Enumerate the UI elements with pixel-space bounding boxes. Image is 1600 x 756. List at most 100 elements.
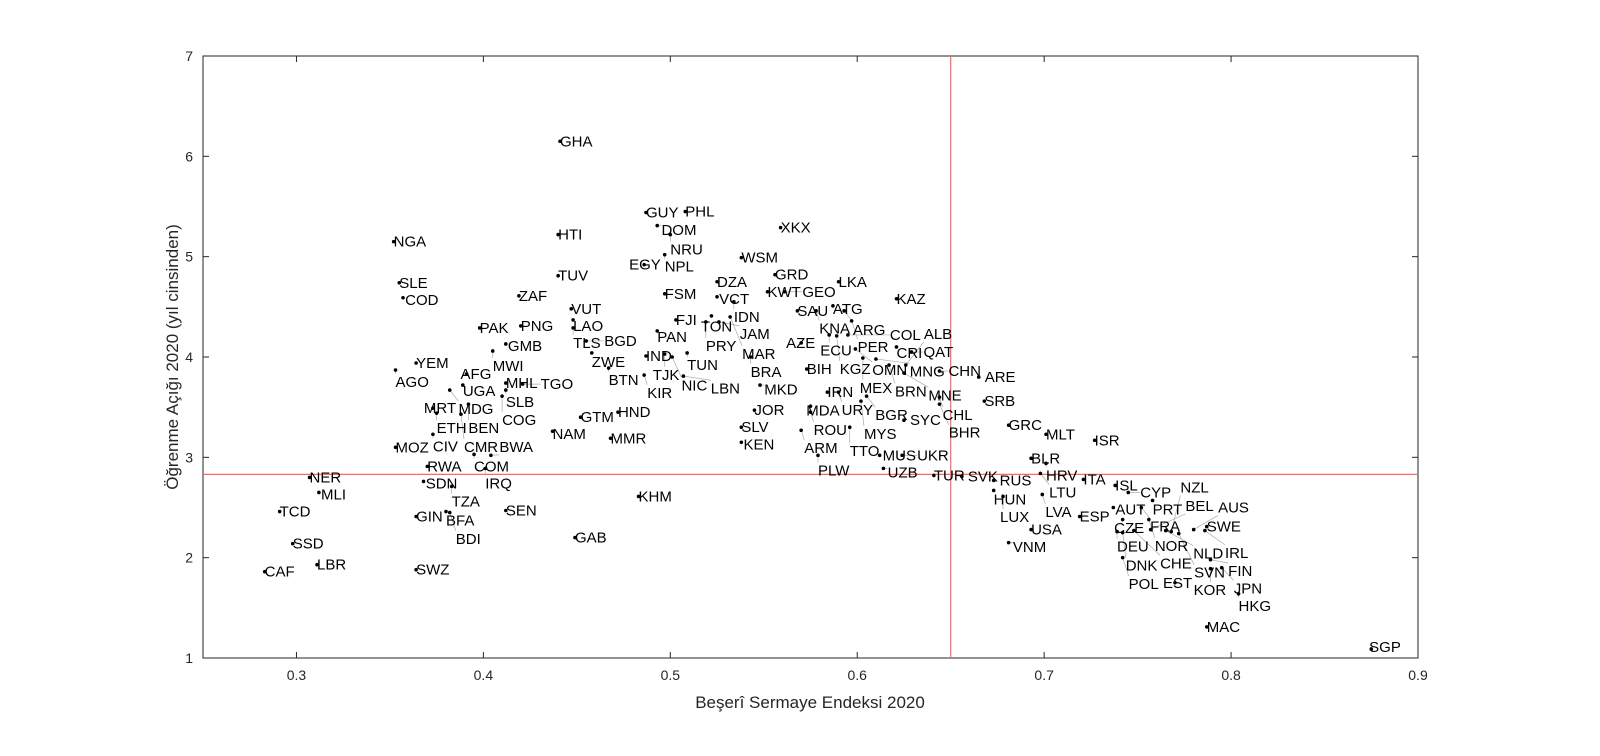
leader-line bbox=[449, 512, 457, 531]
data-point-marker bbox=[1236, 591, 1241, 596]
data-point-label: KAZ bbox=[896, 291, 925, 308]
data-point-marker bbox=[483, 466, 488, 471]
data-point-label: BFA bbox=[446, 513, 474, 530]
data-point-marker bbox=[571, 326, 575, 330]
data-point-marker bbox=[782, 289, 787, 294]
leader-line bbox=[1204, 530, 1226, 546]
data-point-marker bbox=[636, 494, 641, 499]
data-point-label: ZAF bbox=[519, 288, 547, 305]
data-point-marker bbox=[765, 289, 770, 294]
data-point-label: LVA bbox=[1045, 504, 1071, 521]
data-point-label: BDI bbox=[456, 531, 481, 548]
data-point-marker bbox=[937, 395, 942, 399]
data-point-marker bbox=[861, 356, 865, 360]
data-point-marker bbox=[1077, 514, 1082, 519]
data-point-label: DOM bbox=[661, 222, 696, 239]
data-point-marker bbox=[739, 255, 744, 260]
data-point-marker bbox=[556, 232, 560, 237]
data-point-label: ESP bbox=[1080, 509, 1110, 526]
data-point-marker bbox=[1176, 531, 1181, 536]
data-point-marker bbox=[489, 453, 493, 458]
data-point-label: RWA bbox=[427, 458, 461, 475]
data-point-marker bbox=[894, 345, 899, 349]
data-point-marker bbox=[715, 279, 719, 284]
data-point-label: ZWE bbox=[592, 354, 625, 371]
data-point-label: DEU bbox=[1117, 539, 1149, 556]
data-point-marker bbox=[277, 509, 282, 514]
data-point-label: HND bbox=[618, 404, 651, 421]
data-point-marker bbox=[991, 478, 996, 483]
data-point-label: PAN bbox=[657, 329, 687, 346]
leader-line bbox=[1133, 530, 1161, 556]
data-point-marker bbox=[397, 280, 402, 285]
data-point-marker bbox=[1204, 524, 1209, 529]
data-point-marker bbox=[414, 361, 418, 365]
data-point-marker bbox=[447, 510, 452, 515]
data-point-marker bbox=[1044, 432, 1048, 437]
data-point-marker bbox=[668, 232, 673, 237]
data-point-label: HTI bbox=[558, 227, 582, 244]
plot-area: 0.3 0.4 0.5 0.6 0.7 0.8 0.9 1 2 3 4 5 6 7 GHA GUY PHLDOM… bbox=[185, 48, 1428, 683]
data-point-label: MAR bbox=[742, 346, 776, 363]
plot-frame bbox=[202, 55, 1419, 659]
data-point-label: TUN bbox=[687, 357, 718, 374]
data-point-marker bbox=[662, 291, 667, 296]
data-point-label: TCD bbox=[280, 504, 311, 521]
data-point-label: ATG bbox=[833, 301, 863, 318]
data-point-marker bbox=[1169, 529, 1174, 534]
data-point-label: GHA bbox=[560, 133, 593, 150]
data-point-label: MRT bbox=[424, 400, 456, 417]
data-point-marker bbox=[881, 466, 886, 471]
data-point-label: MNE bbox=[928, 387, 961, 404]
data-point-marker bbox=[414, 567, 418, 572]
data-point-label: ISR bbox=[1095, 432, 1120, 449]
x-tick-label: 0.8 bbox=[1221, 667, 1241, 683]
data-point-label: AUS bbox=[1218, 499, 1249, 516]
data-point-marker bbox=[1029, 456, 1033, 461]
data-point-marker bbox=[578, 415, 583, 420]
data-point-label: MLI bbox=[321, 487, 346, 504]
data-point-marker bbox=[517, 293, 521, 298]
data-point-label: CRI bbox=[896, 345, 922, 362]
data-point-label: NZL bbox=[1180, 480, 1208, 497]
data-point-marker bbox=[608, 436, 613, 441]
leader-line bbox=[836, 335, 841, 361]
data-point-label: MUS bbox=[883, 447, 916, 464]
data-point-marker bbox=[449, 484, 454, 489]
leader-line bbox=[851, 320, 858, 340]
data-point-marker bbox=[644, 354, 648, 358]
data-point-marker bbox=[799, 341, 803, 345]
data-point-label: DNK bbox=[1126, 557, 1158, 574]
data-point-marker bbox=[932, 473, 936, 478]
data-point-marker bbox=[976, 375, 981, 379]
data-point-marker bbox=[1092, 438, 1097, 443]
data-point-label: MDG bbox=[458, 401, 493, 418]
data-point-marker bbox=[447, 388, 452, 392]
data-point-marker bbox=[864, 394, 869, 398]
data-point-label: NER bbox=[310, 469, 342, 486]
data-point-marker bbox=[466, 402, 471, 406]
data-point-marker bbox=[644, 210, 648, 215]
data-point-marker bbox=[1208, 557, 1213, 562]
data-point-marker bbox=[748, 355, 753, 359]
y-axis-label: Öğrenme Açığı 2020 (yıl cinsinden) bbox=[163, 224, 182, 490]
data-point-label: SEN bbox=[506, 503, 537, 520]
data-point-label: NLD bbox=[1193, 546, 1223, 563]
data-point-marker bbox=[1120, 517, 1125, 522]
leader-line bbox=[1040, 473, 1050, 485]
data-point-marker bbox=[836, 390, 841, 394]
data-point-label: NGA bbox=[394, 234, 427, 251]
data-point-label: AGO bbox=[396, 374, 429, 391]
data-point-marker bbox=[1040, 492, 1045, 497]
data-point-label: TGO bbox=[541, 376, 574, 393]
data-point-label: AUT bbox=[1115, 502, 1145, 519]
data-point-marker bbox=[827, 333, 831, 337]
data-point-label: NPL bbox=[665, 259, 694, 276]
data-point-label: TJK bbox=[653, 367, 680, 384]
x-tick-label: 0.3 bbox=[287, 667, 307, 683]
data-point-label: SAU bbox=[797, 303, 828, 320]
data-point-label: PER bbox=[858, 339, 889, 356]
data-point-label: LBN bbox=[711, 380, 740, 397]
data-point-marker bbox=[991, 488, 996, 493]
y-tick-label: 1 bbox=[185, 650, 193, 666]
